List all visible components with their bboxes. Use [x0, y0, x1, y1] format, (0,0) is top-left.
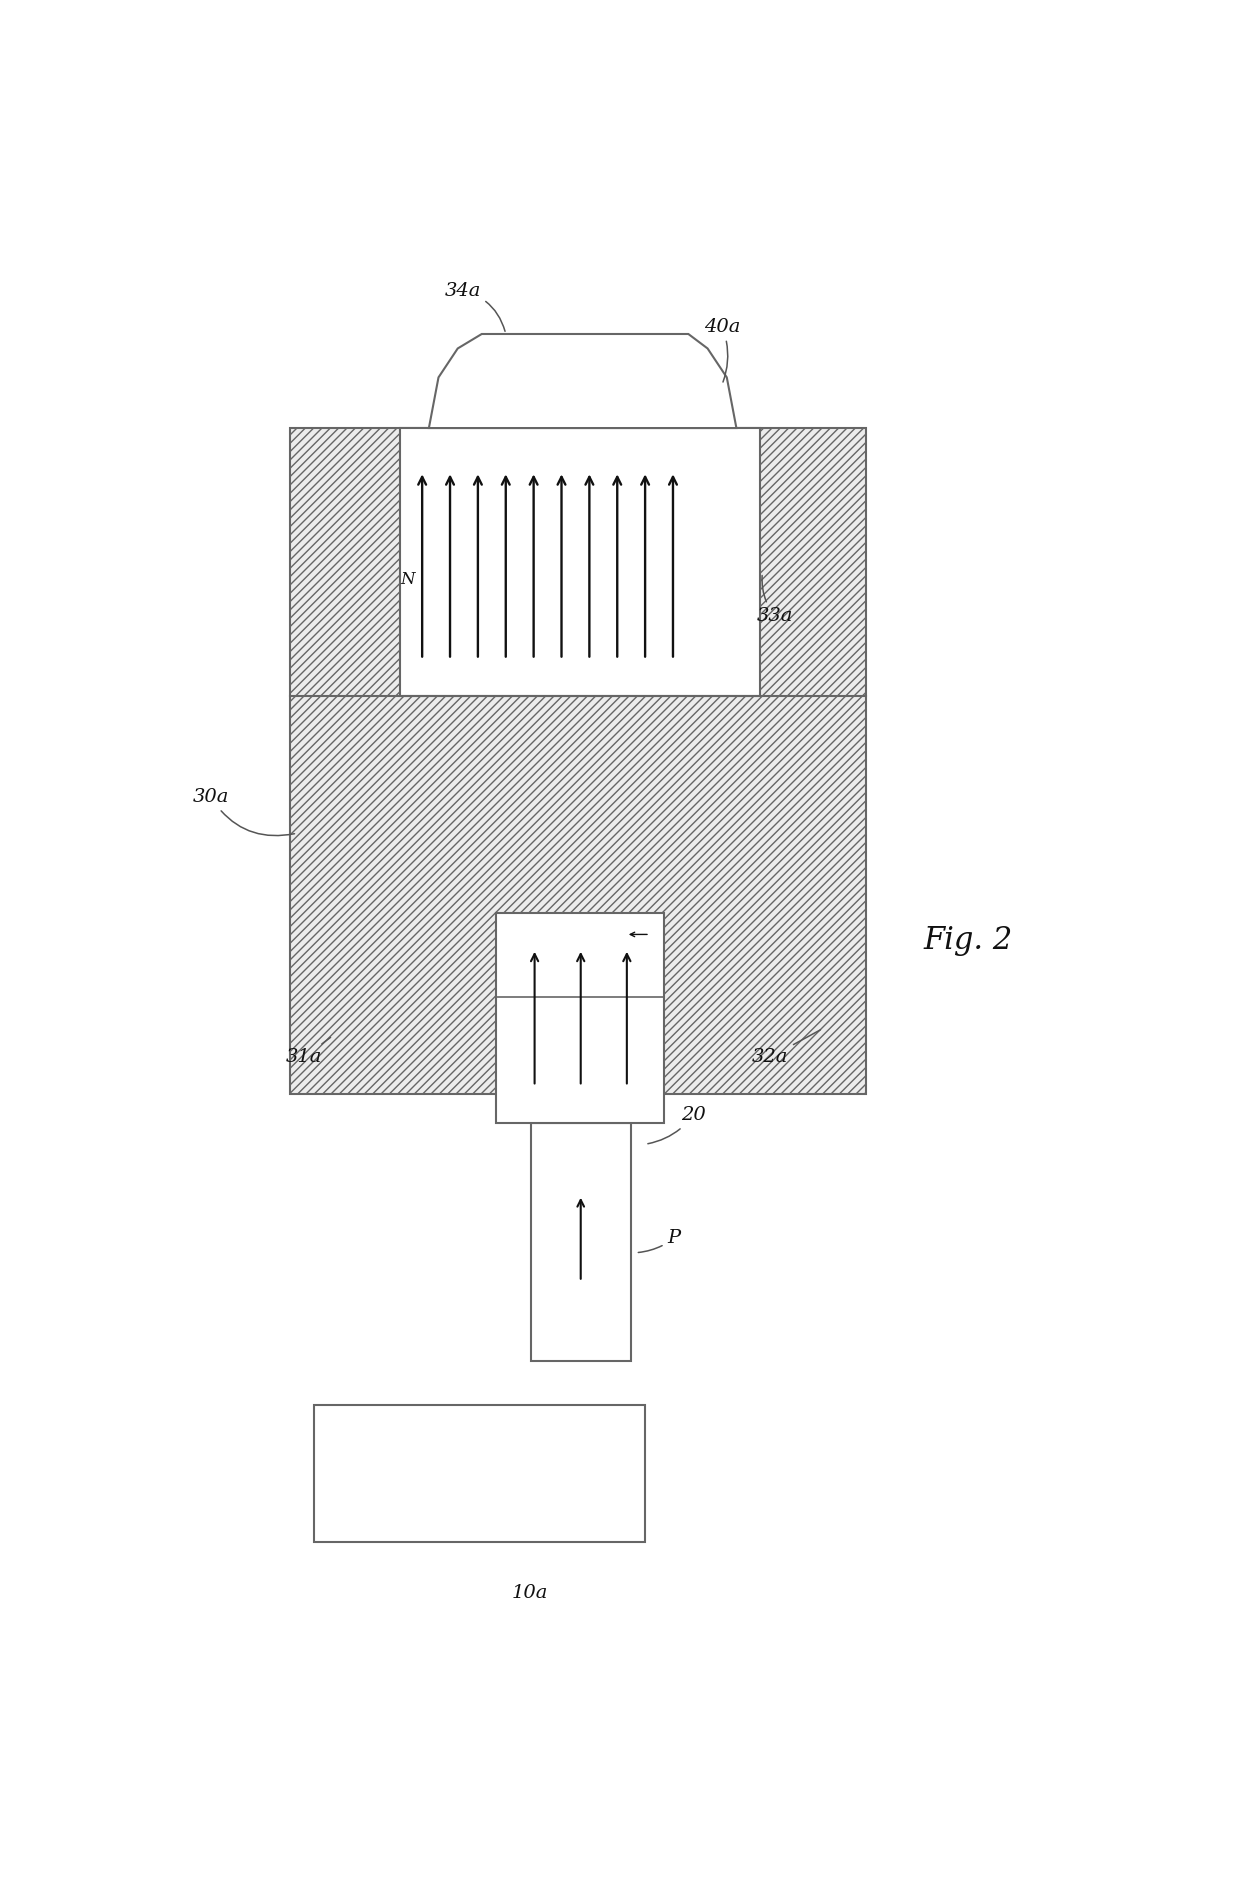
- Text: 40a: 40a: [704, 318, 740, 381]
- Text: 10a: 10a: [512, 1584, 548, 1601]
- Bar: [401, 428, 760, 695]
- Text: 31a: 31a: [285, 1037, 331, 1067]
- Bar: [531, 1122, 631, 1360]
- Bar: [314, 1405, 645, 1543]
- Text: N: N: [401, 571, 414, 588]
- Polygon shape: [429, 334, 737, 428]
- Text: 34a: 34a: [444, 282, 505, 331]
- Text: Fig. 2: Fig. 2: [924, 924, 1013, 956]
- Text: 33a: 33a: [756, 575, 794, 626]
- Text: 20: 20: [647, 1107, 706, 1144]
- Text: 32a: 32a: [751, 1030, 821, 1067]
- Text: P: P: [639, 1229, 681, 1253]
- Text: 30a: 30a: [192, 787, 295, 836]
- Bar: [290, 428, 867, 1094]
- Bar: [496, 913, 665, 1122]
